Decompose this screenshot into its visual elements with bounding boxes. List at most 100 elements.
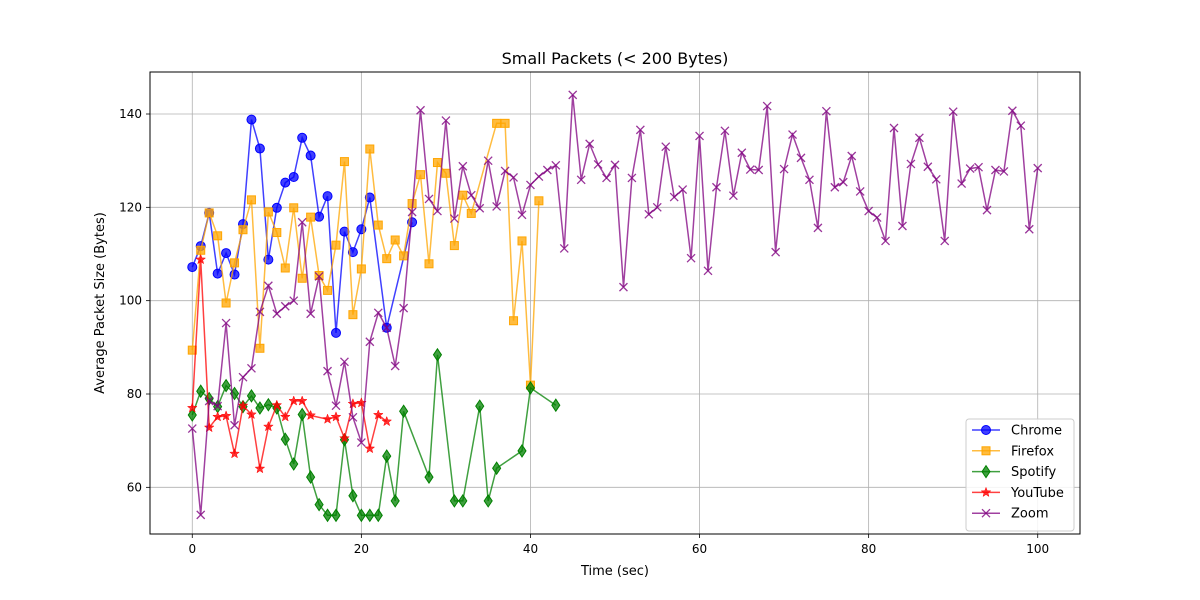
data-point-youtube <box>279 411 291 422</box>
data-point-zoom <box>466 190 476 200</box>
data-point-zoom <box>576 175 586 185</box>
data-point-youtube <box>296 395 308 406</box>
legend-label-spotify: Spotify <box>1011 465 1057 480</box>
data-point-spotify <box>187 408 197 422</box>
data-point-zoom <box>382 323 392 333</box>
data-point-zoom <box>889 123 899 133</box>
data-point-zoom <box>204 396 214 406</box>
data-point-zoom <box>263 281 273 291</box>
data-point-zoom <box>458 161 468 171</box>
data-point-youtube <box>229 448 240 459</box>
data-point-chrome <box>331 327 341 338</box>
data-point-zoom <box>711 182 721 192</box>
data-point-firefox <box>424 259 434 269</box>
data-point-spotify <box>382 449 392 463</box>
data-point-youtube <box>212 411 224 422</box>
data-point-firefox <box>339 157 349 167</box>
data-point-firefox <box>466 208 476 218</box>
data-point-zoom <box>703 266 713 276</box>
data-point-spotify <box>331 508 341 523</box>
data-point-zoom <box>779 164 789 174</box>
data-point-spotify <box>424 470 434 484</box>
data-point-zoom <box>1024 224 1034 234</box>
data-point-zoom <box>813 223 823 233</box>
data-point-youtube <box>347 398 359 409</box>
data-point-firefox <box>297 273 307 283</box>
data-point-zoom <box>804 175 814 185</box>
data-point-zoom <box>931 174 941 184</box>
data-point-zoom <box>754 165 764 175</box>
data-point-zoom <box>914 133 924 143</box>
data-point-spotify <box>399 404 409 419</box>
data-point-youtube <box>330 411 342 422</box>
data-point-zoom <box>602 173 612 183</box>
data-point-youtube <box>246 408 257 420</box>
data-point-zoom <box>923 162 933 172</box>
data-point-zoom <box>864 206 874 216</box>
data-point-spotify <box>221 378 231 393</box>
data-point-spotify <box>458 493 468 508</box>
data-point-spotify <box>306 470 316 484</box>
data-point-zoom <box>492 201 502 211</box>
data-point-zoom <box>906 159 916 169</box>
legend-label-firefox: Firefox <box>1011 444 1054 459</box>
data-point-zoom <box>652 202 662 212</box>
data-point-firefox <box>323 285 333 295</box>
data-point-youtube <box>262 420 274 432</box>
legend-marker-chrome <box>981 425 991 435</box>
data-point-spotify <box>449 493 459 508</box>
data-point-zoom <box>373 308 383 318</box>
data-point-zoom <box>897 221 907 231</box>
data-point-spotify <box>322 508 333 523</box>
data-point-zoom <box>568 90 578 100</box>
data-point-zoom <box>999 166 1009 176</box>
data-point-zoom <box>872 213 882 223</box>
legend-item-youtube: YouTube <box>972 486 1064 501</box>
data-point-spotify <box>314 497 324 512</box>
series-chrome <box>187 114 418 338</box>
data-point-youtube <box>288 395 300 406</box>
data-point-zoom <box>449 214 459 223</box>
chart-title: Small Packets (< 200 Bytes) <box>502 49 729 68</box>
data-point-zoom <box>669 192 679 202</box>
data-point-zoom <box>593 159 603 169</box>
data-point-chrome <box>305 150 316 161</box>
data-point-zoom <box>348 412 358 422</box>
data-point-zoom <box>1007 106 1017 116</box>
data-point-youtube <box>364 442 376 454</box>
data-point-zoom <box>661 142 671 152</box>
data-point-firefox <box>348 310 358 320</box>
data-point-spotify <box>280 432 290 447</box>
series-line-zoom <box>191 94 1039 515</box>
data-point-firefox <box>238 225 248 235</box>
data-point-chrome <box>212 268 223 279</box>
data-point-zoom <box>416 105 426 115</box>
data-point-zoom <box>974 162 984 172</box>
data-point-zoom <box>948 107 958 117</box>
y-tick-label: 120 <box>119 200 142 214</box>
data-point-firefox <box>221 298 231 308</box>
y-tick-label: 60 <box>127 480 142 494</box>
x-tick-label: 40 <box>523 542 538 556</box>
legend-item-firefox: Firefox <box>972 444 1054 459</box>
data-point-zoom <box>627 173 637 183</box>
data-point-zoom <box>728 191 738 201</box>
data-point-firefox <box>331 240 341 250</box>
data-point-zoom <box>796 153 806 163</box>
data-point-zoom <box>356 438 366 447</box>
data-point-zoom <box>610 160 620 170</box>
data-point-zoom <box>390 361 400 371</box>
data-point-zoom <box>771 247 781 257</box>
data-point-firefox <box>416 170 426 180</box>
x-tick-label: 80 <box>861 542 876 556</box>
data-point-firefox <box>255 343 265 353</box>
data-point-firefox <box>196 245 206 255</box>
series-line-spotify <box>191 354 557 517</box>
data-point-chrome <box>297 132 308 143</box>
data-point-youtube <box>203 421 215 433</box>
x-tick-label: 60 <box>692 542 707 556</box>
legend-item-zoom: Zoom <box>972 507 1048 522</box>
data-point-zoom <box>982 205 992 215</box>
data-point-zoom <box>542 165 552 175</box>
data-point-zoom <box>517 210 527 220</box>
